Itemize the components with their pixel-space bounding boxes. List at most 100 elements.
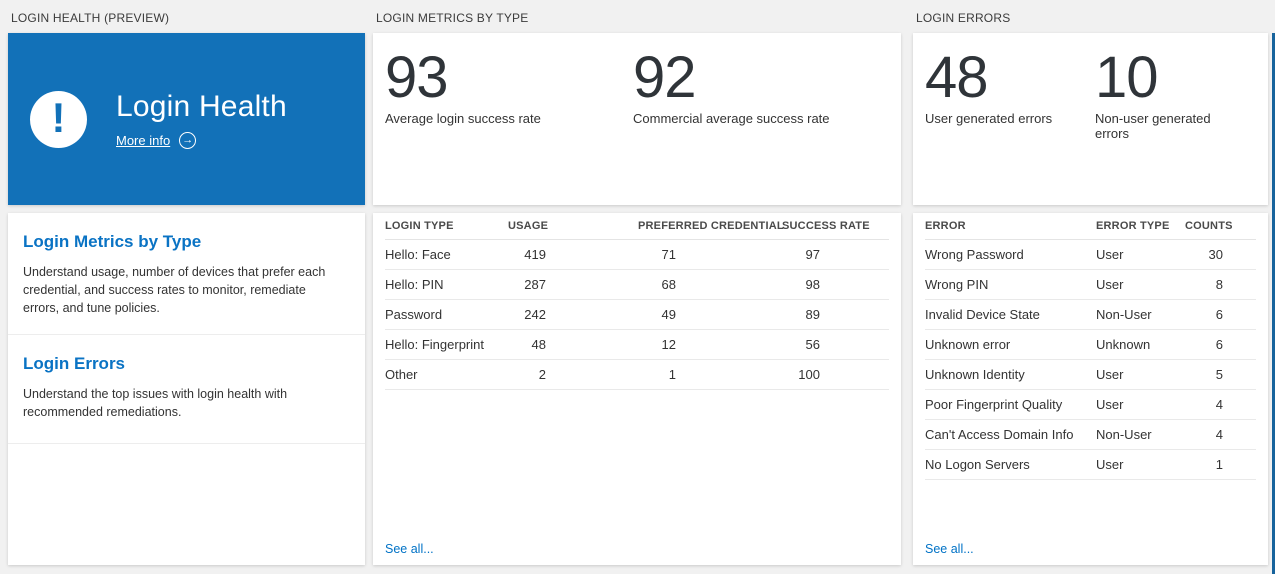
cell-login-type: Hello: Fingerprint <box>385 337 484 352</box>
column-login-errors: LOGIN ERRORS 48 User generated errors 10… <box>913 0 1268 565</box>
table-row[interactable]: Wrong Password User 30 <box>925 240 1256 270</box>
cell-error-type: Non-User <box>1096 307 1152 322</box>
section-description: Understand the top issues with login hea… <box>23 387 288 420</box>
metric-value: 92 <box>633 45 697 110</box>
cell-counts: 30 <box>1208 247 1223 262</box>
cell-success-rate: 56 <box>805 337 820 352</box>
cell-error: Can't Access Domain Info <box>925 427 1074 442</box>
table-row[interactable]: Hello: PIN 287 68 98 <box>385 270 889 300</box>
arrow-right-circle-icon[interactable]: → <box>179 131 197 149</box>
cell-error-type: User <box>1096 457 1124 472</box>
panel-title-login-errors: LOGIN ERRORS <box>916 11 1011 25</box>
login-errors-table-card: ERROR ERROR TYPE COUNTS Wrong Password U… <box>913 213 1268 565</box>
cell-error-type: User <box>1096 367 1124 382</box>
table-row[interactable]: Other 2 1 100 <box>385 360 889 390</box>
cell-login-type: Hello: PIN <box>385 277 444 292</box>
cell-counts: 8 <box>1215 277 1223 292</box>
cell-counts: 5 <box>1215 367 1223 382</box>
metric-label: Average login success rate <box>385 110 541 126</box>
tile-title: Login Health <box>116 89 287 123</box>
cell-counts: 4 <box>1215 427 1223 442</box>
cell-error: Poor Fingerprint Quality <box>925 397 1063 412</box>
table-row[interactable]: Invalid Device State Non-User 6 <box>925 300 1256 330</box>
section-description: Understand usage, number of devices that… <box>23 265 326 316</box>
cell-preferred-credential: 12 <box>661 337 676 352</box>
table-row[interactable]: Password 242 49 89 <box>385 300 889 330</box>
cell-preferred-credential: 68 <box>661 277 676 292</box>
cell-error-type: User <box>1096 247 1124 262</box>
column-header-success-rate: SUCCESS RATE <box>782 220 870 232</box>
cell-error-type: Unknown <box>1096 337 1151 352</box>
metric-value: 48 <box>925 45 989 110</box>
cell-error: Wrong Password <box>925 247 1024 262</box>
login-metrics-summary-card: 93 Average login success rate 92 Commerc… <box>373 33 901 205</box>
table-body: Wrong Password User 30 Wrong PIN User 8 … <box>925 240 1256 480</box>
panel-title-login-metrics: LOGIN METRICS BY TYPE <box>376 11 529 25</box>
column-login-health: LOGIN HEALTH (PREVIEW) ! Login Health Mo… <box>8 0 365 565</box>
cell-counts: 6 <box>1215 307 1223 322</box>
cell-error: Unknown error <box>925 337 1011 352</box>
cell-counts: 1 <box>1215 457 1223 472</box>
cell-usage: 242 <box>524 307 546 322</box>
section-title[interactable]: Login Errors <box>23 354 126 373</box>
cell-error-type: Non-User <box>1096 427 1152 442</box>
cell-error-type: User <box>1096 277 1124 292</box>
metric-block: 92 Commercial average success rate <box>633 45 881 205</box>
cell-counts: 6 <box>1215 337 1223 352</box>
table-row[interactable]: Poor Fingerprint Quality User 4 <box>925 390 1256 420</box>
cell-usage: 48 <box>531 337 546 352</box>
table-row[interactable]: Hello: Face 419 71 97 <box>385 240 889 270</box>
cell-usage: 419 <box>524 247 546 262</box>
table-header-row: ERROR ERROR TYPE COUNTS <box>925 213 1256 240</box>
cell-success-rate: 89 <box>805 307 820 322</box>
cell-error: No Logon Servers <box>925 457 1030 472</box>
cell-success-rate: 100 <box>798 367 820 382</box>
table-row[interactable]: Can't Access Domain Info Non-User 4 <box>925 420 1256 450</box>
section-title[interactable]: Login Metrics by Type <box>23 232 202 251</box>
table-row[interactable]: No Logon Servers User 1 <box>925 450 1256 480</box>
login-health-sections-card: Login Metrics by Type Understand usage, … <box>8 213 365 565</box>
column-login-metrics: LOGIN METRICS BY TYPE 93 Average login s… <box>373 0 901 565</box>
table-row[interactable]: Unknown Identity User 5 <box>925 360 1256 390</box>
cell-usage: 2 <box>538 367 546 382</box>
panel-title-login-health: LOGIN HEALTH (PREVIEW) <box>11 11 170 25</box>
login-metrics-table-card: LOGIN TYPE USAGE PREFERRED CREDENTIAL SU… <box>373 213 901 565</box>
section-item[interactable]: Login Errors Understand the top issues w… <box>8 335 365 444</box>
exclamation-icon: ! <box>30 90 87 148</box>
adjacent-tile-edge <box>1272 33 1275 574</box>
column-header-login-type: LOGIN TYPE <box>385 220 454 232</box>
cell-preferred-credential: 1 <box>668 367 676 382</box>
see-all-link-metrics[interactable]: See all... <box>385 542 434 556</box>
cell-success-rate: 97 <box>805 247 820 262</box>
column-header-usage: USAGE <box>508 220 549 232</box>
section-item[interactable]: Login Metrics by Type Understand usage, … <box>8 213 365 335</box>
metric-block: 10 Non-user generated errors <box>1095 46 1265 205</box>
see-all-link-errors[interactable]: See all... <box>925 542 974 556</box>
table-row[interactable]: Hello: Fingerprint 48 12 56 <box>385 330 889 360</box>
table-row[interactable]: Wrong PIN User 8 <box>925 270 1256 300</box>
table-row[interactable]: Unknown error Unknown 6 <box>925 330 1256 360</box>
metric-label: Commercial average success rate <box>633 110 830 126</box>
metric-value: 93 <box>385 45 449 110</box>
column-header-error: ERROR <box>925 220 966 232</box>
cell-success-rate: 98 <box>805 277 820 292</box>
cell-preferred-credential: 71 <box>661 247 676 262</box>
metric-block: 48 User generated errors <box>925 45 1095 205</box>
cell-counts: 4 <box>1215 397 1223 412</box>
table-body: Hello: Face 419 71 97 Hello: PIN 287 68 … <box>385 240 889 390</box>
column-header-error-type: ERROR TYPE <box>1096 220 1170 232</box>
tile-text: Login Health More info → <box>116 90 287 149</box>
column-header-counts: COUNTS <box>1185 220 1233 232</box>
table-header-row: LOGIN TYPE USAGE PREFERRED CREDENTIAL SU… <box>385 213 889 240</box>
cell-preferred-credential: 49 <box>661 307 676 322</box>
metric-label: Non-user generated errors <box>1095 110 1211 141</box>
more-info-row: More info → <box>116 131 287 149</box>
cell-error: Unknown Identity <box>925 367 1025 382</box>
exclamation-glyph: ! <box>51 94 66 141</box>
cell-login-type: Hello: Face <box>385 247 451 262</box>
column-header-preferred-credential: PREFERRED CREDENTIAL <box>638 220 784 232</box>
metric-block: 93 Average login success rate <box>385 45 633 205</box>
more-info-link[interactable]: More info <box>116 132 171 148</box>
login-health-tile[interactable]: ! Login Health More info → <box>8 33 365 205</box>
